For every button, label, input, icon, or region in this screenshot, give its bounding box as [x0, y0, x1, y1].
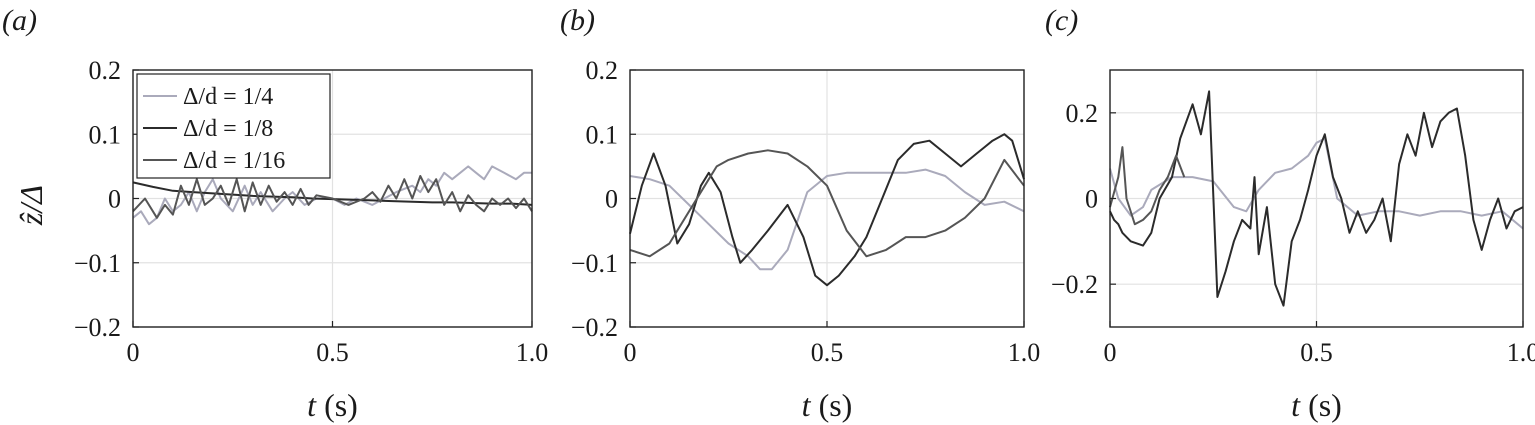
- x-tick-label: 0: [624, 338, 637, 367]
- y-tick-label: 0.2: [1066, 99, 1099, 128]
- x-tick-label: 1.0: [516, 338, 549, 367]
- y-tick-label: 0: [108, 185, 121, 214]
- y-tick-label: −0.1: [571, 249, 618, 278]
- y-tick-label: 0: [1085, 185, 1098, 214]
- x-tick-label: 0.5: [1300, 338, 1333, 367]
- series-line-0: [1109, 137, 1524, 230]
- y-tick-label: 0.1: [89, 120, 122, 149]
- x-tick-label: 0.5: [811, 338, 844, 367]
- series-line-2: [132, 175, 533, 219]
- series-line-2: [629, 149, 1025, 258]
- legend: Δ/d = 1/4 Δ/d = 1/8 Δ/d = 1/16: [136, 73, 331, 179]
- series-line-0: [629, 168, 1025, 271]
- y-tick-label: −0.2: [571, 313, 618, 342]
- y-tick-label: 0.2: [586, 56, 619, 85]
- legend-label: Δ/d = 1/4: [183, 84, 273, 110]
- series-line-1: [629, 133, 1025, 287]
- x-axis-label: t (s): [1291, 387, 1342, 423]
- panel-a: 0 0.5 1.00.20.10−0.1−0.2(a)t (s)Δ/d = 1/4Δ…: [2, 4, 548, 423]
- series-line-2: [1109, 146, 1186, 226]
- legend-label: Δ/d = 1/16: [183, 148, 285, 174]
- y-axis-label: ẑ/Δ: [13, 185, 49, 226]
- y-tick-label: −0.2: [1051, 270, 1098, 299]
- y-tick-label: −0.1: [74, 249, 121, 278]
- panel-label: (c): [1045, 4, 1078, 37]
- x-axis-label: t (s): [802, 387, 853, 423]
- x-tick-label: 0.5: [316, 338, 349, 367]
- y-tick-label: 0.1: [586, 120, 619, 149]
- x-tick-label: 1.0: [1507, 338, 1535, 367]
- y-tick-label: −0.2: [74, 313, 121, 342]
- x-tick-label: 1.0: [1008, 338, 1041, 367]
- panel-c: 0 0.5 1.0 0.2 0 −0.2 (c) t (s): [1045, 4, 1535, 423]
- x-axis-label: t (s): [307, 387, 358, 423]
- legend-label: Δ/d = 1/8: [183, 116, 273, 142]
- y-tick-label: 0: [605, 185, 618, 214]
- panel-label: (a): [2, 4, 37, 37]
- panel-label: (b): [560, 4, 595, 37]
- panel-b: 0 0.5 1.0 0.2 0.1 0 −0.1 −0.2 (b) t (s): [560, 4, 1040, 423]
- x-tick-label: 0: [1104, 338, 1117, 367]
- x-tick-label: 0: [127, 338, 140, 367]
- y-tick-label: 0.2: [89, 56, 122, 85]
